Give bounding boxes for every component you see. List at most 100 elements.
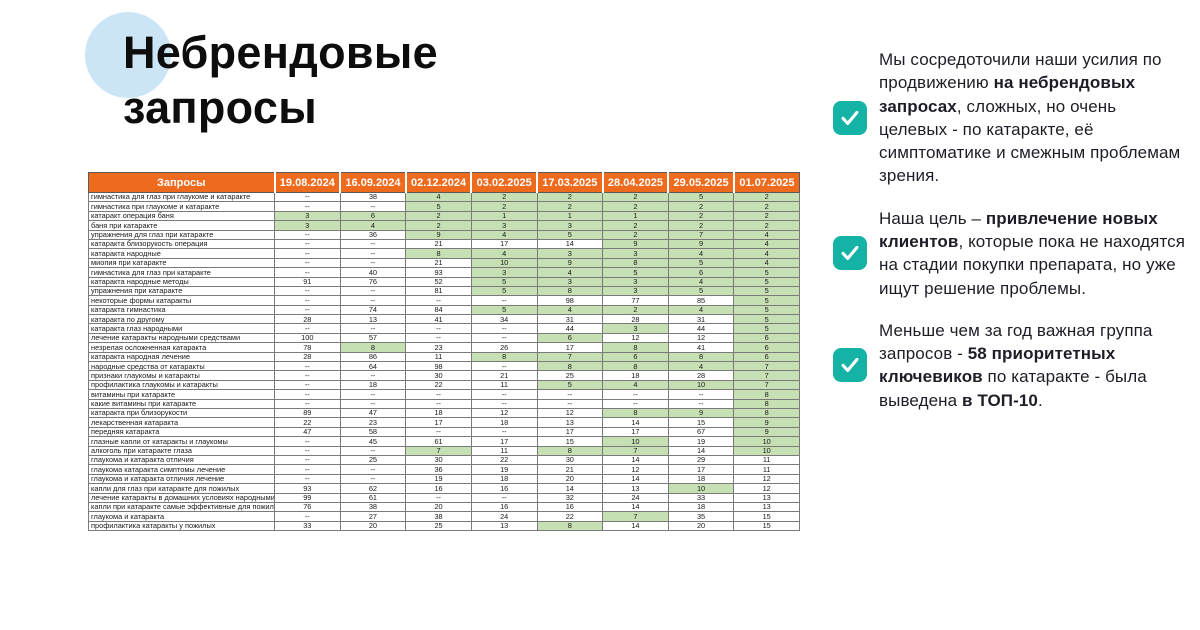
position-value-cell: 35 bbox=[667, 511, 735, 522]
position-value-cell: 4 bbox=[602, 379, 669, 391]
check-icon bbox=[833, 348, 867, 383]
position-value-cell: 2 bbox=[602, 201, 669, 212]
position-value-cell: 2 bbox=[602, 191, 669, 203]
position-value-cell: -- bbox=[405, 426, 472, 438]
position-value-cell: 9 bbox=[667, 407, 735, 419]
position-value-cell: 28 bbox=[667, 370, 735, 381]
position-value-cell: 22 bbox=[470, 454, 538, 466]
position-value-cell: 2 bbox=[470, 191, 538, 203]
position-value-cell: 8 bbox=[602, 257, 669, 269]
position-value-cell: 21 bbox=[405, 257, 472, 269]
position-value-cell: 8 bbox=[733, 398, 800, 410]
query-label-cell: катаракта при близорукости bbox=[88, 407, 275, 419]
position-value-cell: 18 bbox=[602, 370, 669, 381]
position-value-cell: 18 bbox=[470, 417, 538, 428]
position-value-cell: -- bbox=[339, 445, 407, 456]
position-value-cell: 3 bbox=[602, 285, 669, 297]
query-label-cell: гимнастика при глаукоме и катаракте bbox=[88, 201, 275, 212]
position-value-cell: 3 bbox=[470, 220, 538, 231]
position-value-cell: 7 bbox=[733, 370, 800, 381]
position-value-cell: 84 bbox=[405, 304, 472, 316]
position-value-cell: 12 bbox=[667, 332, 735, 344]
table-row: глаукома катаракта симптомы лечение -- -- 3… bbox=[88, 464, 800, 475]
position-value-cell: 8 bbox=[339, 342, 407, 353]
query-label-cell: катаракт операция баня bbox=[88, 210, 275, 222]
position-value-cell: 10 bbox=[733, 445, 800, 456]
column-header-date: 28.04.2025 bbox=[601, 172, 669, 193]
column-header-date: 03.02.2025 bbox=[470, 172, 537, 193]
query-label-cell: глаукома и катаракта отличия bbox=[88, 454, 275, 466]
position-value-cell: 2 bbox=[602, 304, 669, 316]
table-row: капли для глаз при катаракте для пожилых… bbox=[88, 483, 800, 494]
check-icon bbox=[833, 100, 867, 135]
position-value-cell: -- bbox=[274, 370, 341, 381]
query-label-cell: профилактика катаракты у пожилых bbox=[88, 520, 275, 532]
position-value-cell: 41 bbox=[405, 314, 472, 325]
position-value-cell: 76 bbox=[339, 276, 407, 287]
insight-block: Меньше чем за год важная группа запросов… bbox=[833, 319, 1189, 412]
side-panel: Мы сосредоточили наши усилия по продвиже… bbox=[833, 48, 1189, 412]
column-header-date: 29.05.2025 bbox=[667, 172, 734, 193]
position-value-cell: 2 bbox=[536, 191, 604, 203]
table-row: катаракта гимнастика -- 74 84 5 4 2 4 5 bbox=[88, 304, 800, 316]
position-value-cell: 18 bbox=[667, 473, 735, 485]
position-value-cell: 9 bbox=[667, 238, 735, 250]
position-value-cell: 8 bbox=[536, 445, 604, 456]
table-row: гимнастика для глаз при катаракте -- 40 93 3… bbox=[88, 267, 800, 278]
query-label-cell: катаракта близорукость операция bbox=[88, 238, 275, 250]
position-value-cell: 29 bbox=[667, 454, 735, 466]
position-value-cell: 22 bbox=[536, 511, 604, 522]
position-value-cell: 38 bbox=[405, 511, 472, 522]
position-value-cell: 2 bbox=[602, 229, 669, 240]
position-value-cell: 11 bbox=[470, 445, 538, 456]
position-value-cell: 31 bbox=[536, 314, 604, 325]
position-value-cell: 2 bbox=[470, 201, 538, 212]
position-value-cell: 16 bbox=[470, 483, 538, 494]
position-value-cell: 6 bbox=[733, 342, 800, 353]
queries-table: Запросы 19.08.2024 16.09.2024 02.12.2024 03.… bbox=[88, 172, 800, 532]
position-value-cell: 4 bbox=[405, 191, 472, 203]
position-value-cell: 8 bbox=[602, 361, 669, 372]
position-value-cell: 5 bbox=[733, 295, 800, 306]
position-value-cell: 6 bbox=[536, 332, 604, 344]
query-label-cell: катаракта глаз народными bbox=[88, 323, 275, 334]
title-line-1: Небрендовые bbox=[123, 27, 438, 78]
position-value-cell: 77 bbox=[602, 295, 669, 306]
position-value-cell: 8 bbox=[470, 351, 538, 363]
table-row: народные средства от катаракты -- 64 98 -- 8 8… bbox=[88, 361, 800, 372]
position-value-cell: -- bbox=[470, 389, 538, 400]
position-value-cell: 5 bbox=[667, 257, 735, 269]
position-value-cell: 64 bbox=[339, 361, 407, 372]
query-label-cell: алкоголь при катаракте глаза bbox=[88, 445, 275, 456]
position-value-cell: 4 bbox=[667, 361, 735, 372]
position-value-cell: -- bbox=[470, 323, 538, 334]
position-value-cell: 11 bbox=[470, 379, 538, 391]
position-value-cell: 4 bbox=[733, 238, 800, 250]
query-label-cell: катаракта гимнастика bbox=[88, 304, 275, 316]
position-value-cell: -- bbox=[536, 398, 604, 410]
query-label-cell: профилактика глаукомы и катаракты bbox=[88, 379, 275, 391]
table-row: какие витамины при катаракте -- -- -- -- -- --… bbox=[88, 398, 800, 410]
position-value-cell: 8 bbox=[667, 351, 735, 363]
position-value-cell: 13 bbox=[470, 520, 538, 532]
table-row: катаракта при близорукости 89 47 18 12 12 8 9 8 bbox=[88, 407, 800, 419]
position-value-cell: 14 bbox=[602, 454, 669, 466]
position-value-cell: -- bbox=[274, 248, 341, 259]
column-header-date: 01.07.2025 bbox=[732, 172, 800, 193]
table-row: капли при катаракте самые эффективные дл… bbox=[88, 501, 800, 513]
position-value-cell: 7 bbox=[733, 361, 800, 372]
position-value-cell: 3 bbox=[274, 210, 341, 222]
insight-text: Мы сосредоточили наши усилия по продвиже… bbox=[879, 50, 1181, 186]
position-value-cell: -- bbox=[274, 257, 341, 269]
query-label-cell: капли при катаракте самые эффективные дл… bbox=[88, 501, 275, 513]
table-row: гимнастика при глаукоме и катаракте -- -- 5… bbox=[88, 201, 800, 212]
position-value-cell: 14 bbox=[536, 238, 604, 250]
position-value-cell: 11 bbox=[733, 454, 800, 466]
query-label-cell: некоторые формы катаракты bbox=[88, 295, 275, 306]
position-value-cell: -- bbox=[602, 398, 669, 410]
position-value-cell: 2 bbox=[733, 201, 800, 212]
position-value-cell: -- bbox=[602, 389, 669, 400]
query-label-cell: глаукома и катаракта отличия лечение bbox=[88, 473, 275, 485]
position-value-cell: -- bbox=[274, 304, 341, 316]
table-header-row: Запросы 19.08.2024 16.09.2024 02.12.2024 03.… bbox=[88, 172, 800, 193]
